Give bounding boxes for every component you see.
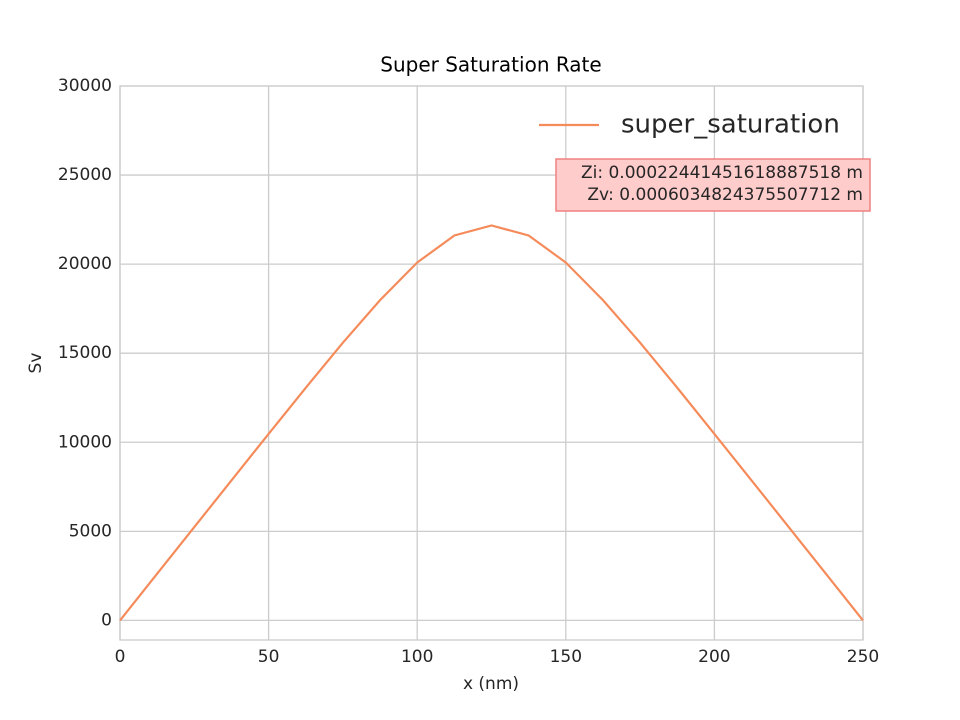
plot-frame [119,85,864,641]
y-tick-label: 25000 [58,165,112,185]
y-tick-label: 15000 [58,343,112,363]
legend-label: super_saturation [621,110,840,140]
data-line [119,224,864,622]
x-tick-label: 200 [698,647,730,667]
y-axis-label: Sv [26,353,46,374]
x-tick-label: 150 [550,647,582,667]
annotation-box [555,158,871,212]
annotation-text: Zv: 0.0006034824375507712 m [587,185,863,205]
y-tick-label: 20000 [58,254,112,274]
chart-title: Super Saturation Rate [380,53,601,77]
annotation-text: Zi: 0.00022441451618887518 m [581,163,863,183]
y-tick-label: 5000 [69,521,112,541]
y-tick-label: 10000 [58,432,112,452]
x-axis-label: x (nm) [463,674,519,694]
x-tick-label: 0 [115,647,126,667]
x-tick-label: 50 [258,647,280,667]
y-tick-label: 30000 [58,76,112,96]
x-tick-label: 100 [401,647,433,667]
y-tick-label: 0 [101,610,112,630]
x-tick-label: 250 [847,647,879,667]
